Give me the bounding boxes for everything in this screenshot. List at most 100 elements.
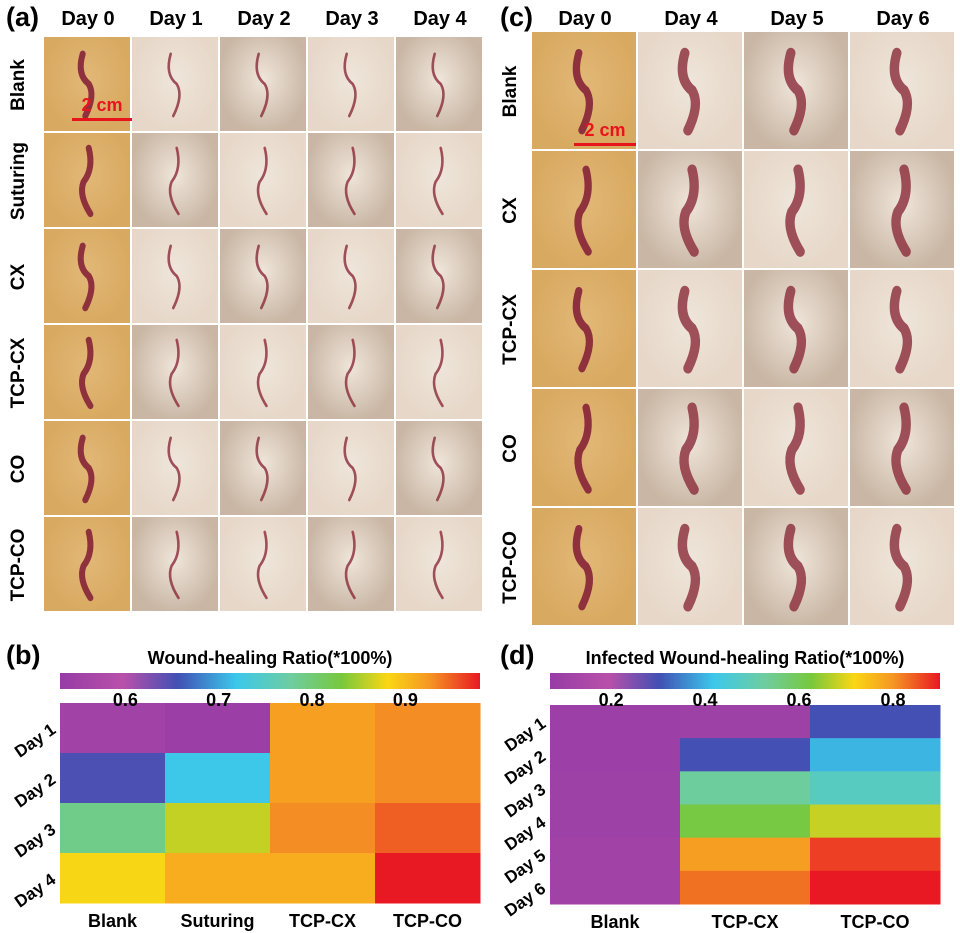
panel_c-photo — [850, 389, 954, 506]
heatmap-cell — [165, 753, 271, 804]
heatmap-cell — [810, 738, 941, 772]
panel_c-photo — [638, 32, 742, 149]
heatmap-cell — [60, 753, 166, 804]
heatmap-b-title: Wound-healing Ratio(*100%) — [147, 648, 393, 668]
colorbar-tick-label: 0.4 — [692, 690, 718, 710]
colorbar-tick-label: 0.9 — [392, 690, 418, 710]
heatmap-cell — [680, 870, 811, 905]
panel_c-photo — [638, 389, 742, 506]
wound-mark — [889, 523, 913, 612]
heatmap-cell — [375, 703, 481, 754]
heatmap-cell — [550, 804, 681, 839]
panel_a-photo — [132, 37, 218, 131]
panel_c-photo — [850, 151, 954, 268]
heatmap-cell — [270, 753, 376, 804]
panel_a-photo — [308, 37, 394, 131]
panel_a-photo — [44, 517, 130, 611]
panel_c-col-header-0: Day 0 — [558, 8, 612, 30]
heatmap-cell — [810, 771, 941, 805]
panel_c-photo — [744, 270, 848, 387]
heatmap-x-label: TCP-CX — [711, 912, 779, 932]
panel_c-photo — [532, 151, 636, 268]
heatmap-x-label: Suturing — [180, 911, 255, 931]
panel_a-photo — [220, 421, 306, 515]
heatmap-cell — [810, 705, 941, 739]
wound-mark — [77, 242, 95, 312]
panel_c-col-header-1: Day 4 — [664, 8, 718, 30]
panel_a-photo — [132, 325, 218, 419]
wound-mark — [343, 244, 357, 310]
panel_a-photo — [44, 133, 130, 227]
colorbar — [60, 673, 480, 689]
heatmap-cell — [270, 703, 376, 754]
panel_c-col-header-3: Day 6 — [876, 8, 930, 30]
wound-mark — [889, 285, 913, 374]
wound-mark — [572, 48, 594, 135]
heatmap-x-label: TCP-CO — [393, 911, 462, 931]
colorbar-tick-label: 0.6 — [112, 690, 138, 710]
heatmap-cell — [550, 738, 681, 772]
panel_c-photo — [744, 389, 848, 506]
panel_a-photo — [132, 517, 218, 611]
panel_c-photo — [532, 508, 636, 625]
heatmap-cell — [375, 853, 481, 904]
heatmap-cell — [375, 803, 481, 854]
heatmap-cell — [270, 853, 376, 904]
wound-mark — [343, 436, 357, 502]
panel_a-photo — [396, 37, 482, 131]
panel-a-scale-bar — [72, 118, 132, 121]
heatmap-cell — [680, 804, 811, 839]
wound-mark — [256, 146, 268, 216]
panel_a-photo — [308, 133, 394, 227]
heatmap-cell — [165, 703, 271, 754]
panel_a-photo — [132, 421, 218, 515]
panel_c-photo — [850, 32, 954, 149]
wound-mark — [255, 244, 269, 310]
panel-a-scale-bar-label: 2 cm — [81, 95, 123, 115]
heatmap-cell — [680, 705, 811, 739]
wound-mark — [167, 436, 181, 502]
panel_c-photo — [532, 389, 636, 506]
panel_c-photo — [638, 508, 742, 625]
wound-mark — [432, 530, 444, 600]
heatmap-cell — [165, 853, 271, 904]
panel_c-photo — [532, 32, 636, 149]
heatmap-cell — [60, 703, 166, 754]
heatmap-d-title: Infected Wound-healing Ratio(*100%) — [585, 648, 905, 668]
panel_c-photo — [850, 508, 954, 625]
heatmap-cell — [270, 803, 376, 854]
wound-mark — [785, 402, 805, 495]
colorbar-tick-label: 0.2 — [598, 690, 624, 710]
wound-mark — [167, 52, 181, 118]
panel_a-photo — [44, 229, 130, 323]
panel_a-photo — [44, 325, 130, 419]
panel_a-col-header-2: Day 2 — [237, 8, 291, 30]
panel_a-photo — [132, 229, 218, 323]
colorbar — [550, 673, 940, 689]
heatmap-cell — [810, 804, 941, 839]
wound-mark — [79, 528, 94, 602]
wound-mark — [167, 244, 181, 310]
panel_c-photo — [744, 151, 848, 268]
panel_c-col-header-2: Day 5 — [770, 8, 824, 30]
panel_a-col-header-4: Day 4 — [413, 8, 467, 30]
wound-mark — [255, 436, 269, 502]
panel_a-photo — [308, 229, 394, 323]
wound-mark — [77, 434, 95, 504]
wound-mark — [783, 47, 807, 136]
heatmap-cell — [550, 870, 681, 905]
panel-c-scale-bar — [574, 143, 636, 146]
wound-mark — [168, 338, 180, 408]
panel_a-photo — [44, 37, 130, 131]
wound-mark — [343, 52, 357, 118]
wound-mark — [79, 336, 94, 410]
heatmap-cell — [810, 837, 941, 872]
wound-mark — [574, 403, 592, 494]
wound-mark — [783, 285, 807, 374]
wound-mark — [344, 338, 356, 408]
wound-mark — [255, 52, 269, 118]
panel_a-photo — [396, 133, 482, 227]
panel-d-label: (d) — [500, 640, 535, 670]
panel_a-photo — [132, 133, 218, 227]
